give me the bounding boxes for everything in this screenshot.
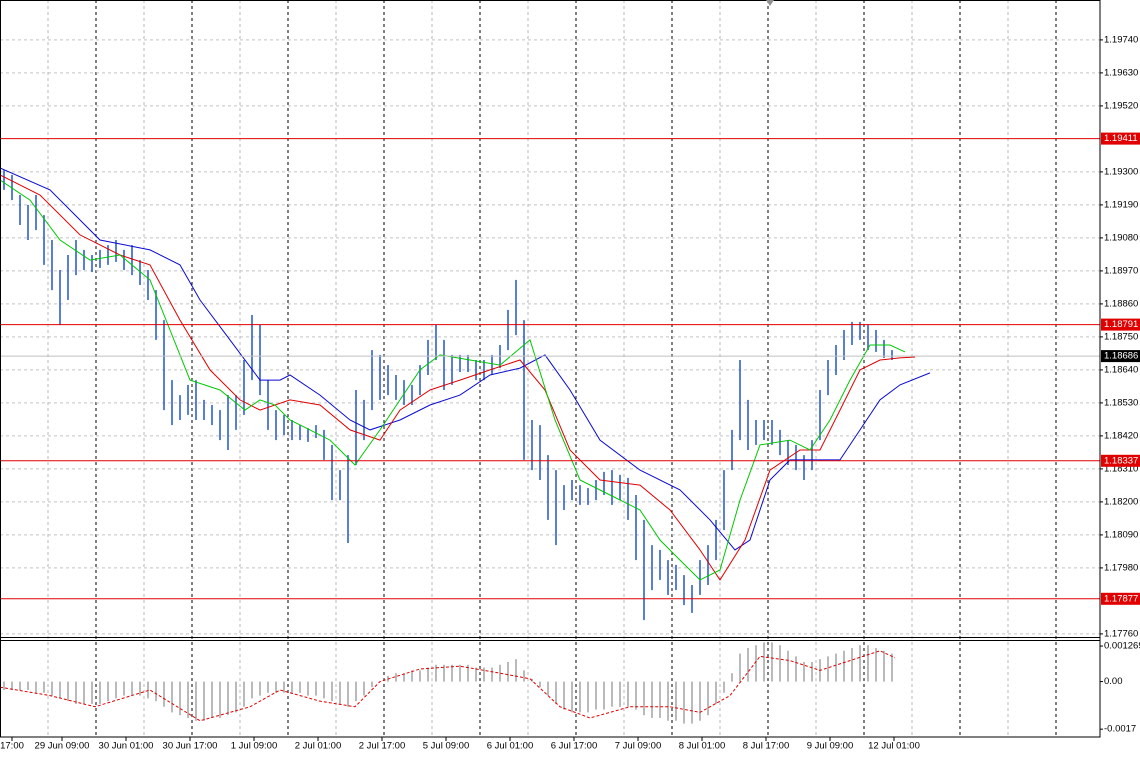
y-tick-label: 1.19080 [1104, 232, 1138, 243]
y-tick-label: 1.17980 [1104, 562, 1138, 573]
x-tick-label: 8 Jul 17:00 [743, 741, 789, 752]
y-tick-label: 1.18420 [1104, 430, 1138, 441]
y-tick-label: 1.18970 [1104, 265, 1138, 276]
level-label-box [1101, 132, 1140, 145]
moving-average-line [0, 167, 931, 551]
level-label: 1.18337 [1104, 455, 1138, 466]
y-tick-label: 1.18310 [1104, 463, 1138, 474]
y-tick-label: 1.17760 [1104, 628, 1138, 639]
x-tick-label: 17:00 [0, 741, 24, 752]
x-tick-label: 9 Jul 09:00 [807, 741, 853, 752]
y-tick-label: 1.18750 [1104, 331, 1138, 342]
level-label: 1.18791 [1104, 319, 1138, 330]
y-tick-label: -0.0017 [1104, 724, 1136, 735]
y-tick-label: 1.18200 [1104, 496, 1138, 507]
x-tick-label: 8 Jul 01:00 [679, 741, 725, 752]
x-tick-label: 30 Jun 17:00 [163, 741, 218, 752]
y-tick-label: 1.19300 [1104, 166, 1138, 177]
y-tick-label: 1.19520 [1104, 100, 1138, 111]
x-tick-label: 5 Jul 09:00 [423, 741, 469, 752]
signal-line [0, 650, 896, 722]
level-label-box [1101, 318, 1140, 331]
y-tick-label: 1.18530 [1104, 397, 1138, 408]
level-label: 1.19411 [1104, 133, 1138, 144]
level-label: 1.17877 [1104, 593, 1138, 604]
x-tick-label: 2 Jul 17:00 [359, 741, 405, 752]
frame [0, 0, 1101, 738]
shift-marker [766, 0, 774, 6]
y-tick-label: 0.001269 [1104, 641, 1140, 652]
current-price-box [1101, 350, 1140, 363]
x-tick-label: 6 Jul 17:00 [551, 741, 597, 752]
level-label-box [1101, 592, 1140, 605]
x-tick-label: 7 Jul 09:00 [615, 741, 661, 752]
x-tick-label: 2 Jul 01:00 [295, 741, 341, 752]
x-tick-label: 30 Jun 01:00 [99, 741, 154, 752]
y-tick-label: 1.19630 [1104, 67, 1138, 78]
x-tick-label: 12 Jul 01:00 [868, 741, 920, 752]
y-tick-label: 0.00 [1104, 676, 1123, 687]
x-tick-label: 6 Jul 01:00 [487, 741, 533, 752]
current-price-label: 1.18686 [1104, 351, 1138, 362]
x-tick-label: 1 Jul 09:00 [231, 741, 277, 752]
moving-average-line [0, 179, 906, 581]
y-tick-label: 1.18860 [1104, 298, 1138, 309]
y-tick-label: 1.18090 [1104, 529, 1138, 540]
y-tick-label: 1.19740 [1104, 34, 1138, 45]
y-tick-label: 1.18640 [1104, 364, 1138, 375]
y-tick-label: 1.19190 [1104, 199, 1138, 210]
level-label-box [1101, 454, 1140, 467]
x-tick-label: 29 Jun 09:00 [35, 741, 90, 752]
